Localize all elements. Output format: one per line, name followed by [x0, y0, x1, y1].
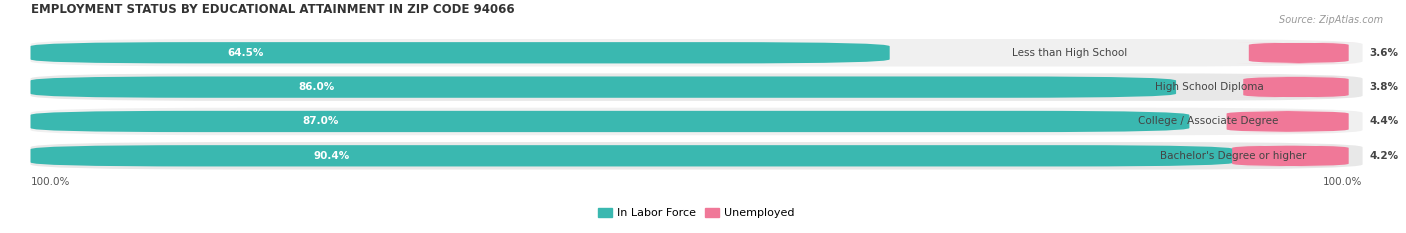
Text: 3.8%: 3.8%: [1369, 82, 1399, 92]
Text: 3.6%: 3.6%: [1369, 48, 1399, 58]
Text: 87.0%: 87.0%: [302, 116, 339, 127]
FancyBboxPatch shape: [31, 39, 1362, 66]
Text: 4.2%: 4.2%: [1369, 151, 1399, 161]
Text: 100.0%: 100.0%: [1323, 177, 1362, 187]
Text: Bachelor's Degree or higher: Bachelor's Degree or higher: [1160, 151, 1306, 161]
FancyBboxPatch shape: [31, 145, 1234, 166]
Text: EMPLOYMENT STATUS BY EDUCATIONAL ATTAINMENT IN ZIP CODE 94066: EMPLOYMENT STATUS BY EDUCATIONAL ATTAINM…: [31, 3, 515, 16]
FancyBboxPatch shape: [31, 111, 1189, 132]
Text: College / Associate Degree: College / Associate Degree: [1137, 116, 1278, 127]
Text: 86.0%: 86.0%: [299, 82, 335, 92]
FancyBboxPatch shape: [31, 73, 1362, 101]
Text: Source: ZipAtlas.com: Source: ZipAtlas.com: [1279, 15, 1384, 25]
FancyBboxPatch shape: [1232, 145, 1348, 166]
Text: 4.4%: 4.4%: [1369, 116, 1399, 127]
FancyBboxPatch shape: [1226, 111, 1348, 132]
FancyBboxPatch shape: [31, 108, 1362, 135]
Legend: In Labor Force, Unemployed: In Labor Force, Unemployed: [593, 203, 799, 223]
FancyBboxPatch shape: [1237, 76, 1354, 98]
FancyBboxPatch shape: [1237, 42, 1360, 63]
Text: 100.0%: 100.0%: [31, 177, 70, 187]
Text: High School Diploma: High School Diploma: [1156, 82, 1264, 92]
FancyBboxPatch shape: [31, 142, 1362, 170]
Text: 90.4%: 90.4%: [314, 151, 350, 161]
Text: 64.5%: 64.5%: [228, 48, 263, 58]
FancyBboxPatch shape: [31, 76, 1175, 98]
FancyBboxPatch shape: [31, 42, 890, 63]
Text: Less than High School: Less than High School: [1011, 48, 1126, 58]
